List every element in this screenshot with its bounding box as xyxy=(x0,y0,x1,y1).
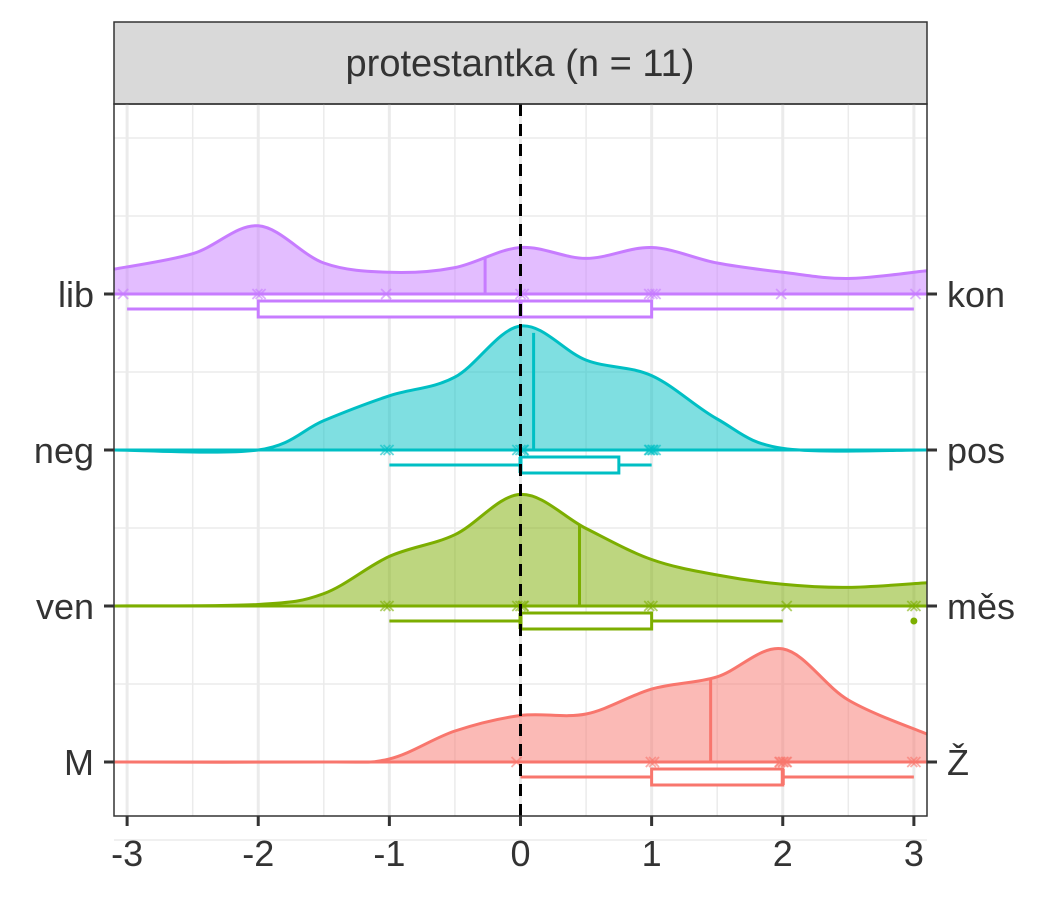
box xyxy=(519,455,621,475)
y-label-right: měs xyxy=(947,586,1015,627)
density-fill xyxy=(114,225,927,294)
data-point xyxy=(906,756,918,768)
data-point xyxy=(646,288,659,300)
data-point xyxy=(646,600,659,612)
x-tick-label: 0 xyxy=(510,833,530,874)
data-point xyxy=(382,444,395,456)
series-group xyxy=(113,647,928,787)
data-point xyxy=(643,600,655,612)
box xyxy=(650,767,785,787)
data-point xyxy=(648,756,660,768)
panel-title: protestantka (n = 11) xyxy=(346,43,695,85)
y-label-right: kon xyxy=(947,274,1005,315)
density-curve xyxy=(113,492,928,608)
box xyxy=(256,299,654,319)
data-point xyxy=(251,288,264,300)
y-label-left: M xyxy=(64,742,94,783)
data-point xyxy=(645,756,657,768)
y-label-right: Ž xyxy=(947,742,969,783)
y-label-left: lib xyxy=(58,274,94,315)
panel-strip xyxy=(113,21,928,105)
x-tick-label: 3 xyxy=(904,833,924,874)
data-point xyxy=(781,756,793,768)
data-point xyxy=(117,288,129,300)
data-point xyxy=(379,600,392,612)
data-point xyxy=(781,600,793,612)
data-point xyxy=(909,756,922,768)
y-label-left: ven xyxy=(36,586,94,627)
data-point xyxy=(909,288,922,300)
box xyxy=(519,611,654,631)
data-point xyxy=(644,444,656,456)
x-tick-label: -3 xyxy=(111,833,143,874)
x-tick-label: 2 xyxy=(773,833,793,874)
data-point xyxy=(380,288,392,300)
data-point xyxy=(382,600,395,612)
data-point xyxy=(379,444,392,456)
outlier-point xyxy=(910,617,918,625)
x-tick-label: 1 xyxy=(642,833,662,874)
data-point xyxy=(255,288,267,300)
data-point xyxy=(647,444,659,456)
x-tick-label: -1 xyxy=(373,833,405,874)
data-point xyxy=(775,288,787,300)
data-point xyxy=(909,600,922,612)
density-fill xyxy=(114,648,927,763)
y-label-right: pos xyxy=(947,430,1005,471)
y-label-left: neg xyxy=(34,430,94,471)
data-point xyxy=(906,600,918,612)
data-point xyxy=(649,288,662,300)
data-point xyxy=(777,756,790,768)
x-tick-label: -2 xyxy=(242,833,274,874)
